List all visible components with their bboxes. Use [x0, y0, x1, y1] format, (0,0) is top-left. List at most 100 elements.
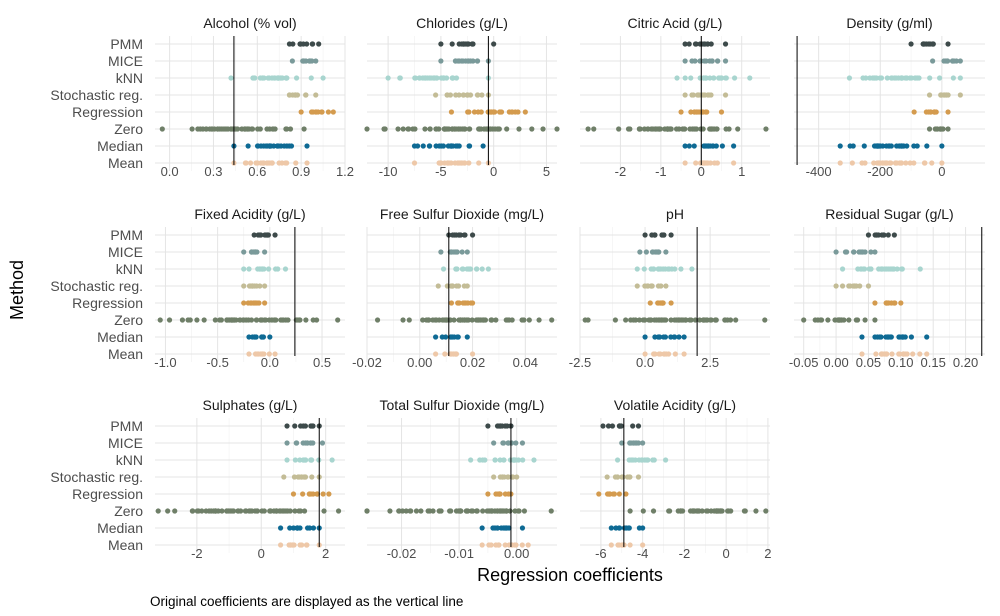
point-mean [871, 160, 877, 166]
point-mice [643, 249, 649, 255]
point-stochastic-reg [658, 283, 664, 289]
point-stochastic-reg [682, 92, 688, 98]
point-mean [502, 542, 508, 548]
point-zero [364, 126, 370, 132]
point-zero [187, 317, 193, 323]
point-stochastic-reg [449, 283, 455, 289]
point-zero [630, 317, 637, 323]
panel-title: Sulphates (g/L) [203, 397, 298, 413]
point-mean [243, 160, 249, 166]
point-knn [711, 75, 717, 81]
point-zero [719, 508, 725, 514]
point-zero [230, 508, 237, 514]
point-zero [664, 126, 671, 132]
point-stochastic-reg [648, 283, 654, 289]
point-regression [926, 109, 932, 115]
point-mice [637, 249, 643, 255]
x-tick-label: 0.00 [504, 546, 529, 561]
y-tick-label: PMM [110, 227, 143, 243]
point-stochastic-reg [634, 283, 640, 289]
point-stochastic-reg [642, 283, 648, 289]
x-tick-label: 0.10 [888, 355, 913, 370]
x-tick-label: 0.20 [953, 355, 978, 370]
point-knn [866, 266, 872, 272]
point-pmm [258, 232, 264, 238]
point-zero [512, 508, 518, 514]
point-zero [554, 126, 560, 132]
point-regression [308, 109, 315, 115]
point-knn [907, 75, 913, 81]
x-tick-label: 0.5 [313, 355, 331, 370]
point-stochastic-reg [474, 92, 481, 98]
point-zero [234, 126, 241, 132]
point-median [939, 143, 945, 149]
point-median [652, 334, 658, 340]
point-knn [497, 457, 503, 463]
point-pmm [300, 41, 306, 47]
point-knn [662, 266, 668, 272]
y-tick-label: Stochastic reg. [50, 87, 143, 103]
point-knn [885, 266, 891, 272]
point-regression [509, 109, 515, 115]
point-knn [252, 75, 258, 81]
point-zero [733, 317, 739, 323]
point-mice [501, 440, 507, 446]
point-mean [411, 160, 418, 166]
point-pmm [297, 423, 304, 429]
point-regression [314, 491, 320, 497]
point-zero [241, 317, 247, 323]
point-pmm [929, 41, 936, 47]
x-tick-label: -2 [191, 546, 203, 561]
x-tick-label: -0.01 [444, 546, 474, 561]
point-knn [265, 75, 271, 81]
point-pmm [609, 423, 616, 429]
point-zero [433, 317, 439, 323]
point-zero [195, 508, 202, 514]
point-knn [641, 266, 647, 272]
point-median [661, 334, 667, 340]
point-zero [728, 508, 734, 514]
point-mean [519, 542, 525, 548]
point-knn [412, 75, 418, 81]
point-mice [249, 249, 255, 255]
point-median [290, 525, 297, 531]
point-mice [631, 440, 637, 446]
point-regression [616, 491, 622, 497]
point-median [924, 334, 930, 340]
point-stochastic-reg [626, 474, 633, 480]
point-knn [899, 75, 905, 81]
point-mice [709, 58, 715, 64]
point-median [277, 525, 284, 531]
point-mean [837, 160, 843, 166]
point-knn [385, 75, 391, 81]
point-median [902, 334, 908, 340]
point-zero [221, 126, 227, 132]
point-knn [284, 457, 290, 463]
point-mice [635, 440, 642, 446]
point-median [894, 143, 900, 149]
point-zero [650, 508, 657, 514]
point-median [914, 143, 920, 149]
point-knn [293, 75, 300, 81]
point-zero [668, 317, 674, 323]
point-median [454, 143, 461, 149]
point-zero [423, 317, 430, 323]
point-regression [485, 491, 491, 497]
point-mice [319, 440, 326, 446]
point-mean [293, 160, 299, 166]
point-pmm [642, 232, 648, 238]
point-zero [480, 508, 486, 514]
point-mean [269, 160, 275, 166]
point-zero [430, 317, 436, 323]
point-pmm [605, 423, 612, 429]
point-knn [450, 75, 456, 81]
point-mice [438, 249, 444, 255]
point-regression [466, 109, 472, 115]
point-mean [299, 542, 305, 548]
point-zero [212, 317, 218, 323]
point-mean [260, 160, 266, 166]
point-knn [479, 266, 485, 272]
point-pmm [450, 232, 456, 238]
y-tick-label: Stochastic reg. [50, 469, 143, 485]
point-mean [873, 351, 879, 357]
